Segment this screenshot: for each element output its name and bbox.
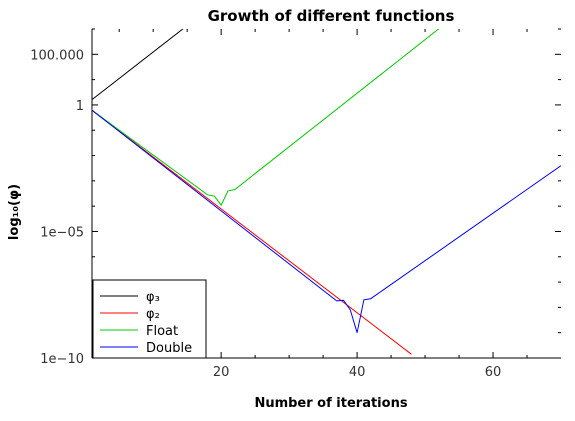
y-tick-label: 1e−05: [40, 225, 84, 240]
x-tick-label: 20: [213, 365, 230, 380]
series-line-0: [92, 29, 184, 101]
y-tick-label: 100.000: [30, 48, 84, 63]
tick-labels: 20 40 60 1e−10 1e−05 1 100.000: [30, 48, 501, 380]
legend-label: Float: [146, 324, 178, 339]
chart-title: Growth of different functions: [208, 7, 455, 25]
legend-label: φ₃: [146, 290, 160, 305]
x-tick-label: 60: [485, 365, 502, 380]
y-tick-label: 1: [76, 99, 84, 114]
legend-label: Double: [146, 341, 192, 356]
y-axis-label: log₁₀(φ): [7, 184, 22, 240]
x-tick-label: 40: [349, 365, 366, 380]
legend-box: [92, 279, 207, 359]
legend: φ₃ φ₂ Float Double: [92, 279, 207, 359]
series-line-1: [92, 109, 412, 355]
legend-label: φ₂: [146, 307, 160, 322]
y-tick-label: 1e−10: [40, 352, 84, 367]
x-axis-label: Number of iterations: [254, 396, 407, 411]
series-line-2: [92, 29, 440, 207]
series-lines: [92, 29, 561, 355]
series-line-3: [92, 109, 561, 333]
